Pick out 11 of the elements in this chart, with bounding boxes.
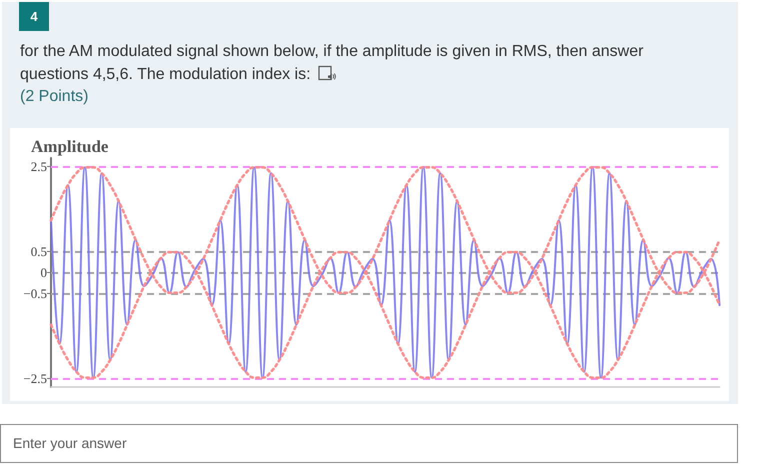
chart-title: for the AM modulated signal shown below, if the amplitude is given in RMS, then answer questions 4,5,6. The modulation index is: xyxy=(20,42,644,84)
y-axis-title: Amplitude xyxy=(31,137,109,156)
y-tick-label: 0.5 xyxy=(30,244,47,259)
y-tick-label: 2.5 xyxy=(30,158,47,174)
answer-field: Enter your answer xyxy=(0,424,738,463)
line-series xyxy=(50,166,720,379)
text: 4 xyxy=(19,2,49,31)
y-tick-label: −2.5 xyxy=(23,371,47,386)
y-tick-label: 0 xyxy=(40,265,47,280)
chart-subtitle: (2 Points) xyxy=(20,87,88,107)
y-tick-label: −0.5 xyxy=(23,286,47,302)
